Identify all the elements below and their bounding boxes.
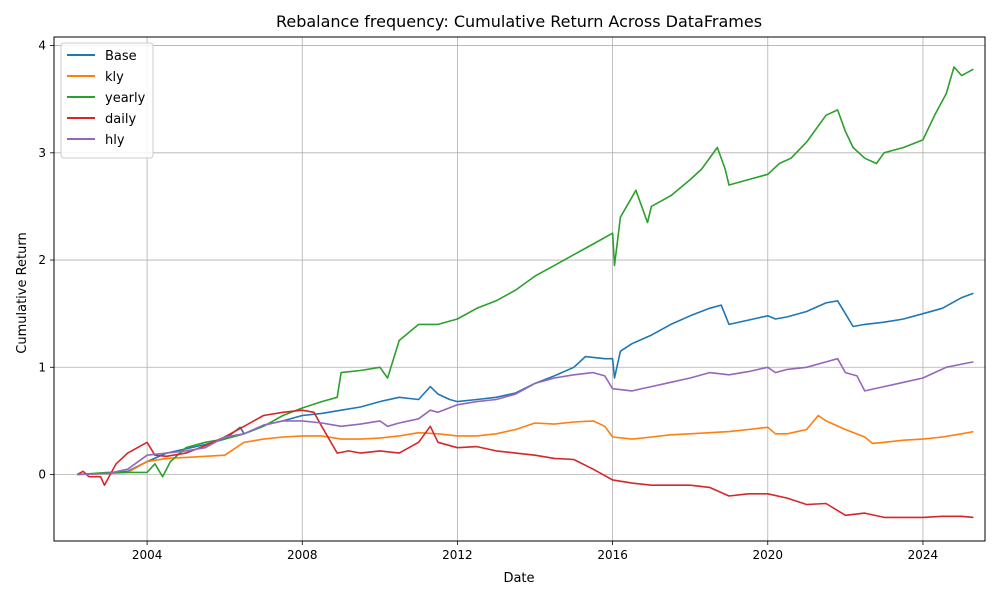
x-tick-label: 2012 bbox=[442, 548, 473, 562]
legend-label-Base: Base bbox=[105, 49, 137, 64]
x-tick-label: 2008 bbox=[287, 548, 318, 562]
y-tick-label: 0 bbox=[38, 468, 46, 482]
y-tick-label: 3 bbox=[38, 146, 46, 160]
x-tick-label: 2024 bbox=[908, 548, 939, 562]
y-tick-label: 4 bbox=[38, 39, 46, 53]
grid bbox=[54, 37, 985, 541]
series-line-kly bbox=[77, 414, 974, 476]
legend-label-yearly: yearly bbox=[105, 91, 146, 106]
axis-ticks: 2004 2008 2012 2016 2020 2024 0 1 2 3 4 bbox=[38, 39, 938, 562]
legend-label-kly: kly bbox=[105, 70, 124, 85]
legend-label-daily: daily bbox=[105, 112, 136, 127]
legend-box bbox=[60, 42, 154, 159]
legend-label-hly: hly bbox=[105, 133, 125, 148]
plot-frame bbox=[53, 36, 986, 542]
series-lines bbox=[76, 66, 974, 519]
x-tick-label: 2004 bbox=[132, 548, 163, 562]
x-axis-label: Date bbox=[503, 571, 534, 586]
x-tick-label: 2020 bbox=[752, 548, 783, 562]
series-line-daily bbox=[76, 409, 974, 519]
y-tick-label: 1 bbox=[38, 360, 46, 374]
y-tick-label: 2 bbox=[38, 253, 46, 267]
legend: Base kly yearly daily hly bbox=[60, 42, 154, 159]
chart-title: Rebalance frequency: Cumulative Return A… bbox=[276, 12, 762, 31]
x-tick-label: 2016 bbox=[597, 548, 628, 562]
series-line-hly bbox=[77, 357, 974, 476]
y-axis-label: Cumulative Return bbox=[15, 232, 30, 353]
